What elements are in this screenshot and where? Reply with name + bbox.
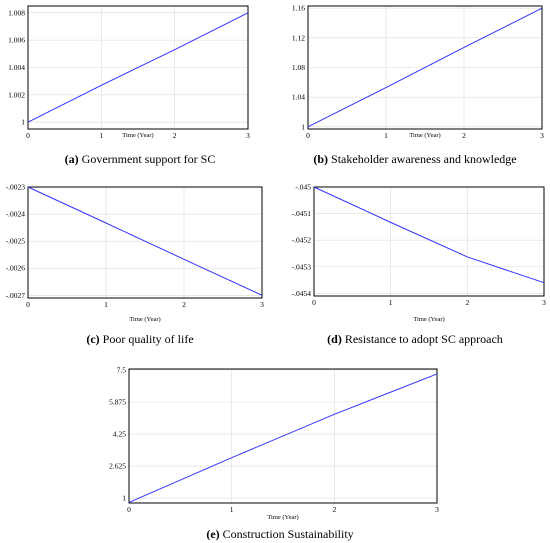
caption-d-letter: (d): [327, 332, 342, 346]
chart-c-xlabel: Time (Year): [129, 316, 160, 323]
chart-c-xtick-label: 0: [26, 300, 30, 309]
chart-a-series-line: [27, 12, 249, 123]
chart-panel-c: -.0023 -.0024 -.0025 -.0026 -.0027 0 1 2 3 Time (…: [0, 180, 270, 350]
chart-d-ytick-label: -.0453: [292, 262, 312, 271]
chart-d-xtick-label: 2: [465, 298, 469, 307]
chart-a-frame: [27, 5, 249, 130]
chart-d-xtick-label: 1: [389, 298, 393, 307]
chart-b-xtick-label: 2: [462, 131, 466, 140]
chart-c-xtick-label: 1: [104, 300, 108, 309]
chart-d-ytick-label: -.045: [295, 183, 311, 192]
chart-d-frame: [313, 186, 545, 297]
chart-d-ytick-label: -.0452: [292, 236, 312, 245]
chart-d-xtick-label: 3: [542, 298, 546, 307]
chart-c-xtick-label: 2: [182, 300, 186, 309]
chart-c-xtick-label: 3: [260, 300, 264, 309]
chart-c-series-line: [27, 186, 263, 296]
caption-a-letter: (a): [64, 152, 79, 166]
chart-e-frame: [128, 368, 438, 504]
chart-b-ytick-label: 1: [301, 122, 305, 131]
chart-c-ytick-label: -.0023: [6, 183, 26, 192]
caption-d-text: Resistance to adopt SC approach: [341, 332, 503, 346]
chart-c-ytick-label: -.0024: [6, 210, 26, 219]
caption-a-text: Government support for SC: [78, 152, 216, 166]
chart-a-xtick-label: 1: [99, 131, 103, 140]
chart-e-ytick-label: 1: [122, 494, 126, 503]
chart-d-ytick-label: -.0451: [292, 209, 312, 218]
caption-c-letter: (c): [86, 332, 100, 346]
caption-e-text: Construction Sustainability: [219, 527, 354, 541]
chart-a-xtick-label: 0: [26, 131, 30, 140]
chart-panel-e: 1 2.625 4.25 5.875 7.5 0 1 2 3 Time (Year) (e) Co…: [100, 360, 450, 543]
chart-c-ytick-label: -.0025: [6, 237, 26, 246]
chart-a-ytick-label: 1.004: [8, 63, 25, 72]
chart-e-ytick-label: 4.25: [113, 430, 126, 439]
chart-b-ytick-label: 1.12: [292, 33, 305, 42]
caption-a: (a) Government support for SC: [20, 152, 260, 167]
chart-a-ytick-label: 1.006: [8, 36, 25, 45]
chart-a-xlabel: Time (Year): [122, 132, 153, 139]
caption-b: (b) Stakeholder awareness and knowledge: [290, 152, 540, 167]
chart-e-ytick-label: 2.625: [109, 462, 126, 471]
caption-e-letter: (e): [206, 527, 220, 541]
chart-b-xlabel: Time (Year): [409, 132, 440, 139]
chart-b-frame: [307, 5, 543, 130]
chart-d-ytick-label: -.0454: [292, 289, 312, 298]
chart-b-ytick-label: 1.16: [292, 4, 305, 13]
chart-c-ytick-label: -.0027: [6, 291, 26, 300]
caption-c: (c) Poor quality of life: [20, 332, 260, 347]
chart-e-xtick-label: 1: [230, 505, 234, 514]
caption-b-letter: (b): [313, 152, 329, 166]
chart-b-ytick-label: 1.08: [292, 63, 305, 72]
chart-panel-d: -.045 -.0451 -.0452 -.0453 -.0454 0 1 2 3 Time (Y…: [280, 180, 550, 350]
chart-e-series-line: [128, 373, 438, 503]
chart-c-ytick-label: -.0026: [6, 264, 26, 273]
caption-b-text: Stakeholder awareness and knowledge: [328, 152, 517, 166]
chart-a-xtick-label: 3: [246, 131, 250, 140]
chart-a-ytick-label: 1.002: [8, 90, 25, 99]
chart-d-series-line: [313, 186, 545, 284]
caption-d: (d) Resistance to adopt SC approach: [290, 332, 540, 347]
caption-e: (e) Construction Sustainability: [130, 527, 430, 542]
chart-b-ytick-label: 1.04: [292, 93, 305, 102]
chart-e-xtick-label: 0: [127, 505, 131, 514]
chart-b-series-line: [307, 7, 543, 128]
chart-a-ytick-label: 1.008: [8, 8, 25, 17]
chart-b-xtick-label: 1: [384, 131, 388, 140]
chart-panel-b: 1 1.04 1.08 1.12 1.16 0 1 2 3 Time (Year) (b) Sta…: [280, 0, 550, 170]
chart-e-ytick-label: 5.875: [109, 398, 126, 407]
chart-b-xtick-label: 0: [306, 131, 310, 140]
chart-e-ytick-label: 7.5: [117, 365, 127, 374]
chart-panel-a: 1 1.002 1.004 1.006 1.008 0 1 2 3 Time (Year) (a)…: [0, 0, 270, 170]
chart-a-ytick-label: 1: [21, 118, 25, 127]
chart-a-xtick-label: 2: [173, 131, 177, 140]
chart-e-xtick-label: 3: [435, 505, 439, 514]
chart-e-xtick-label: 2: [332, 505, 336, 514]
caption-c-text: Poor quality of life: [99, 332, 194, 346]
chart-d-xlabel: Time (Year): [413, 316, 444, 323]
chart-c-frame: [27, 186, 263, 299]
chart-d-xtick-label: 0: [312, 298, 316, 307]
chart-b-xtick-label: 3: [540, 131, 544, 140]
chart-e-xlabel: Time (Year): [267, 514, 298, 521]
